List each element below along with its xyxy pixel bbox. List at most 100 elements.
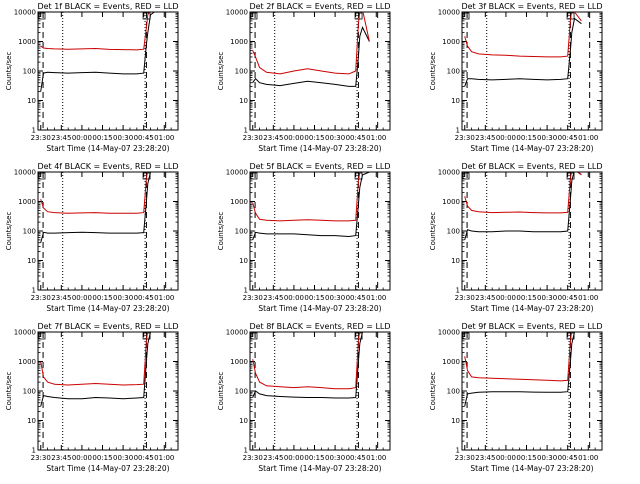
y-tick-label: 10000	[14, 329, 36, 337]
end-marker-box	[142, 12, 151, 20]
x-tick-label: 00:30	[537, 134, 557, 142]
x-tick-label: 00:15	[304, 454, 324, 462]
y-axis-label: Counts/sec	[5, 52, 13, 91]
x-tick-label: 01:00	[154, 134, 174, 142]
x-tick-label: 23:30	[455, 294, 475, 302]
x-tick-label: 00:15	[92, 134, 112, 142]
y-tick-label: 100	[23, 228, 36, 236]
chart-panel: Det 2f BLACK = Events, RED = LLD Counts/s…	[217, 2, 391, 153]
x-axis-label: Start Time (14-May-07 23:28:20)	[46, 464, 169, 473]
series-line-events	[464, 172, 582, 241]
y-tick-label: 100	[235, 388, 248, 396]
x-tick-label: 00:45	[134, 134, 154, 142]
x-tick-label: 00:45	[346, 454, 366, 462]
x-tick-label: 00:00	[72, 134, 92, 142]
y-tick-label: 1	[456, 127, 460, 135]
end-marker-box	[142, 332, 151, 340]
x-tick-label: 01:00	[154, 454, 174, 462]
y-tick-label: 100	[23, 68, 36, 76]
x-tick-label: 23:30	[243, 294, 263, 302]
y-tick-label: 10	[239, 97, 248, 105]
x-tick-label: 23:30	[31, 454, 51, 462]
y-tick-label: 1	[456, 447, 460, 455]
plot-frame	[461, 171, 603, 291]
x-tick-label: 23:45	[475, 134, 495, 142]
y-tick-label: 1000	[230, 38, 248, 46]
panel-title: Det 7f BLACK = Events, RED = LLD	[37, 322, 178, 331]
x-tick-label: 23:30	[31, 294, 51, 302]
y-tick-label: 100	[447, 388, 460, 396]
y-tick-label: 100	[447, 68, 460, 76]
x-tick-label: 00:00	[496, 294, 516, 302]
y-tick-label: 1000	[230, 358, 248, 366]
x-tick-label: 23:45	[51, 294, 71, 302]
y-tick-label: 1000	[230, 198, 248, 206]
x-tick-label: 23:45	[263, 454, 283, 462]
x-tick-label: 01:00	[366, 294, 386, 302]
plot-frame	[461, 331, 603, 451]
x-tick-label: 00:30	[113, 294, 133, 302]
x-tick-label: 01:00	[366, 454, 386, 462]
x-tick-label: 00:15	[516, 454, 536, 462]
series-line-lld	[252, 172, 361, 222]
y-tick-label: 10	[239, 417, 248, 425]
x-tick-label: 01:00	[366, 134, 386, 142]
x-tick-label: 00:45	[558, 294, 578, 302]
panel-title: Det 4f BLACK = Events, RED = LLD	[37, 162, 178, 171]
x-tick-label: 00:15	[304, 134, 324, 142]
x-tick-label: 00:15	[516, 294, 536, 302]
x-tick-label: 01:00	[154, 294, 174, 302]
series-line-events	[252, 332, 365, 399]
chart-panel: Det 7f BLACK = Events, RED = LLD Counts/s…	[5, 322, 179, 473]
x-tick-label: 00:45	[134, 454, 154, 462]
plot-frame	[37, 331, 179, 451]
x-tick-label: 00:15	[92, 454, 112, 462]
y-tick-label: 1	[32, 447, 36, 455]
x-tick-label: 00:00	[284, 294, 304, 302]
series-line-lld	[464, 172, 582, 214]
start-marker-box	[38, 172, 46, 180]
x-tick-label: 00:00	[72, 454, 92, 462]
x-tick-label: 23:45	[51, 454, 71, 462]
x-tick-label: 23:30	[455, 134, 475, 142]
y-tick-label: 100	[235, 228, 248, 236]
series-line-events	[40, 172, 153, 243]
x-tick-label: 00:45	[134, 294, 154, 302]
y-tick-label: 10000	[226, 9, 248, 17]
x-tick-label: 00:30	[325, 134, 345, 142]
x-tick-label: 23:45	[475, 454, 495, 462]
x-tick-label: 00:00	[284, 134, 304, 142]
y-axis-label: Counts/sec	[217, 372, 225, 411]
y-axis-label: Counts/sec	[217, 212, 225, 251]
y-tick-label: 1000	[442, 358, 460, 366]
series-line-lld	[464, 12, 582, 58]
series-line-lld	[40, 12, 150, 51]
x-tick-label: 01:00	[578, 294, 598, 302]
chart-panel: Det 9f BLACK = Events, RED = LLD Counts/s…	[429, 322, 603, 473]
y-tick-label: 1000	[442, 198, 460, 206]
x-tick-label: 23:30	[243, 134, 263, 142]
y-tick-label: 100	[23, 388, 36, 396]
x-tick-label: 00:30	[113, 134, 133, 142]
y-axis-label: Counts/sec	[429, 212, 437, 251]
x-tick-label: 23:45	[51, 134, 71, 142]
panel-title: Det 3f BLACK = Events, RED = LLD	[461, 2, 602, 11]
start-marker-box	[38, 332, 46, 340]
chart-panel: Det 4f BLACK = Events, RED = LLD Counts/s…	[5, 162, 179, 313]
start-marker-box	[250, 332, 258, 340]
x-tick-label: 23:30	[31, 134, 51, 142]
y-tick-label: 1	[244, 127, 248, 135]
x-tick-label: 01:00	[578, 454, 598, 462]
x-tick-label: 00:15	[516, 134, 536, 142]
y-tick-label: 1	[244, 287, 248, 295]
series-line-events	[464, 332, 577, 407]
x-tick-label: 00:00	[496, 134, 516, 142]
x-tick-label: 23:30	[455, 454, 475, 462]
y-axis-label: Counts/sec	[429, 52, 437, 91]
plot-frame	[249, 171, 391, 291]
y-tick-label: 1	[32, 127, 36, 135]
x-axis-label: Start Time (14-May-07 23:28:20)	[258, 304, 381, 313]
chart-panel: Det 3f BLACK = Events, RED = LLD Counts/s…	[429, 2, 603, 153]
y-tick-label: 100	[235, 68, 248, 76]
